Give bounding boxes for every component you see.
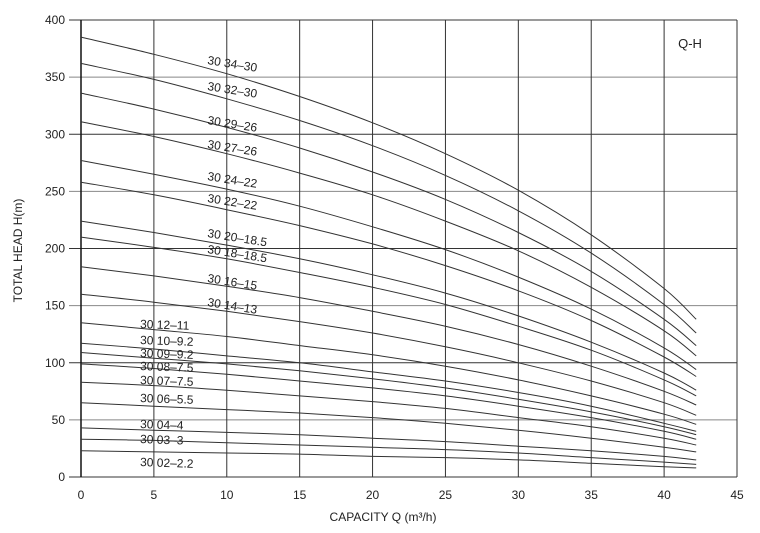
x-tick-label: 30 [512,488,526,502]
curve-label: 30 34–30 [207,53,259,75]
curve-30-22-22 [80,181,697,377]
curve-label: 30 32–30 [207,79,259,101]
curve-label: 30 14–13 [207,295,259,317]
curve-30-12-11 [80,322,697,425]
curve-label: 30 04–4 [140,417,184,433]
x-tick-label: 35 [585,488,599,502]
curve-label: 30 07–7.5 [140,373,194,389]
x-axis-label: CAPACITY Q (m³/h) [330,510,437,524]
x-tick-label: 40 [657,488,671,502]
grid [69,19,738,478]
curve-label: 30 08–7.5 [140,359,194,375]
x-tick-label: 45 [730,488,744,502]
curve-30-06-5-5 [80,402,697,453]
x-tick-label: 5 [151,488,158,502]
curve-30-02-2-2 [80,450,697,469]
curve-label: 30 06–5.5 [140,391,194,407]
curve-30-29-26 [80,92,697,346]
curve-label: 30 02–2.2 [140,455,194,471]
curve-label: 30 03–3 [140,432,184,448]
y-tick-label: 250 [45,184,65,198]
curve-label: 30 24–22 [207,169,259,191]
y-tick-label: 150 [45,299,65,313]
curve-label: 30 29–26 [207,113,259,135]
curve-30-14-13 [80,293,697,416]
qh-annotation: Q-H [678,36,702,51]
x-tick-label: 15 [293,488,307,502]
curve-30-32-30 [80,62,697,334]
curve-30-24-22 [80,160,697,371]
y-tick-label: 0 [58,470,65,484]
curve-30-07-7-5 [80,381,697,446]
curve-label: 30 12–11 [140,317,190,333]
curve-label: 30 10–9.2 [140,333,194,349]
y-tick-label: 350 [45,70,65,84]
x-tick-label: 10 [220,488,234,502]
curve-30-18-18-5 [80,236,697,397]
x-tick-label: 25 [439,488,453,502]
curve-30-04-4 [80,427,697,461]
y-tick-label: 100 [45,356,65,370]
x-tick-label: 20 [366,488,380,502]
y-tick-label: 400 [45,13,65,27]
y-tick-label: 50 [52,413,66,427]
curve-30-09-9-2 [80,352,697,436]
y-axis-label: TOTAL HEAD H(m) [11,199,25,303]
y-tick-label: 300 [45,127,65,141]
curve-30-34-30 [80,36,697,320]
curves [80,36,697,469]
y-tick-label: 200 [45,242,65,256]
curve-label: 30 09–9.2 [140,346,194,362]
curve-label: 30 16–15 [207,271,259,293]
curve-30-27-26 [80,121,697,357]
x-tick-label: 0 [78,488,85,502]
curve-30-16-15 [80,266,697,406]
curve-30-03-3 [80,438,697,465]
curve-30-10-9-2 [80,342,697,432]
curve-30-08-7-5 [80,363,697,440]
curve-30-20-18-5 [80,220,697,391]
